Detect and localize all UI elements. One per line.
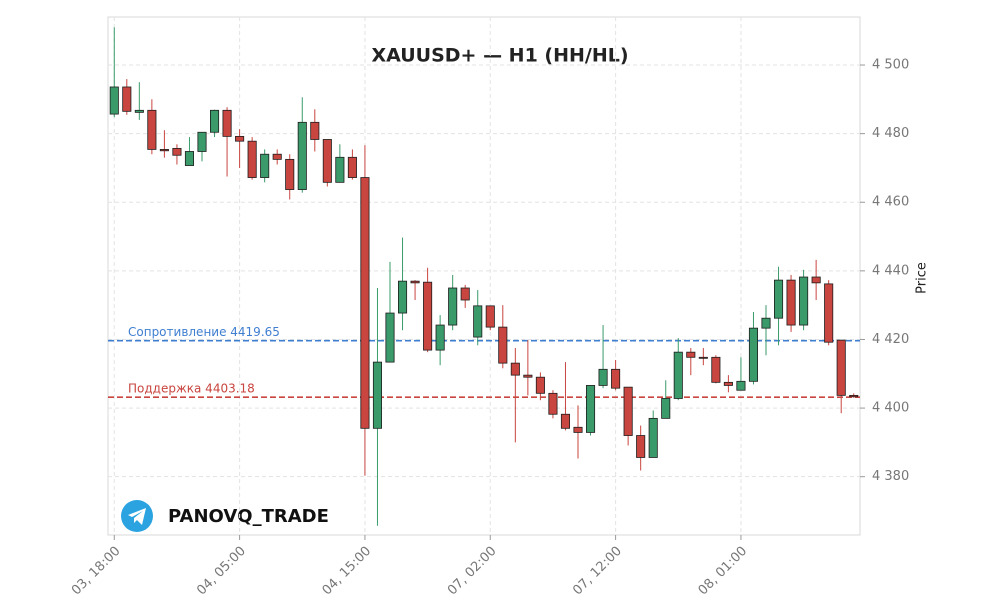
candle-body xyxy=(410,280,420,284)
candle-body xyxy=(473,305,483,338)
candle-body xyxy=(686,351,696,358)
candle-body xyxy=(523,374,533,378)
candle-body xyxy=(636,435,646,458)
candle-body xyxy=(573,426,583,433)
candle-body xyxy=(122,86,132,112)
candle-body xyxy=(611,368,621,389)
candle-body xyxy=(585,385,596,433)
candle-body xyxy=(360,177,370,429)
x-tick-label: 04, 15:00 xyxy=(320,544,375,599)
y-tick-label: 4 500 xyxy=(872,58,909,73)
candle-body xyxy=(372,361,383,429)
grid xyxy=(108,17,860,535)
telegram-plane xyxy=(128,508,146,525)
candle-body xyxy=(560,413,571,429)
candle-body xyxy=(285,158,295,190)
candle-body xyxy=(673,351,683,399)
candle-body xyxy=(723,381,733,386)
candle-body xyxy=(711,356,721,383)
candle-body xyxy=(435,324,445,351)
y-tick-label: 4 480 xyxy=(872,126,909,141)
candle-body xyxy=(535,376,545,394)
candle-body xyxy=(773,279,784,319)
candle-body xyxy=(548,392,558,415)
candle-body xyxy=(147,109,157,150)
candle-body xyxy=(786,279,796,326)
candle-body xyxy=(134,109,144,113)
y-axis-label: Price xyxy=(915,262,930,294)
level-label: Поддержка 4403.18 xyxy=(128,382,255,396)
x-tick-label: 07, 12:00 xyxy=(570,544,625,599)
candle-body xyxy=(485,305,495,328)
candle-body xyxy=(510,362,520,376)
candle-body xyxy=(448,287,458,326)
candle-body xyxy=(648,417,658,458)
candle-body xyxy=(297,121,307,190)
candle-body xyxy=(172,147,182,156)
candle-body xyxy=(698,356,708,359)
candle-body xyxy=(849,394,859,398)
candle-body xyxy=(397,280,408,314)
candle-body xyxy=(748,327,759,382)
candle-body xyxy=(109,86,119,115)
y-tick-label: 4 420 xyxy=(872,332,909,347)
candle-body xyxy=(460,287,470,301)
watermark-text: PANOVQ_TRADE xyxy=(168,506,329,527)
candle-body xyxy=(623,386,633,436)
candle-body xyxy=(322,139,332,183)
x-tick-label: 07, 02:00 xyxy=(445,544,500,599)
candle-body xyxy=(824,283,834,343)
candle-body xyxy=(761,317,771,329)
candle-body xyxy=(235,135,245,142)
candle-body xyxy=(159,149,169,152)
candle-body xyxy=(310,121,320,140)
chart-title: XAUUSD+ — H1 (HH/HL) xyxy=(371,45,628,67)
y-tick-label: 4 400 xyxy=(872,401,909,416)
level-label: Сопротивление 4419.65 xyxy=(128,325,280,339)
candle-body xyxy=(799,276,809,326)
candle-body xyxy=(347,156,357,178)
watermark: PANOVQ_TRADE xyxy=(121,500,329,532)
candle-body xyxy=(260,153,270,178)
candle-body xyxy=(197,131,207,152)
plot-frame xyxy=(107,16,861,536)
candle-body xyxy=(498,326,508,364)
candle-body xyxy=(222,109,232,137)
x-tick-label: 08, 01:00 xyxy=(696,544,751,599)
y-tick-label: 4 380 xyxy=(872,469,909,484)
candle-body xyxy=(209,109,220,133)
candle-body xyxy=(836,339,846,396)
y-tick-label: 4 440 xyxy=(872,263,909,278)
candle-body xyxy=(423,281,433,351)
candle-body xyxy=(736,380,746,391)
candle-body xyxy=(385,312,395,363)
x-tick-label: 04, 05:00 xyxy=(194,544,249,599)
x-tick-label: 03, 18:00 xyxy=(69,544,124,599)
candle-body xyxy=(184,151,195,166)
candle-body xyxy=(811,276,821,284)
candle-body xyxy=(272,153,282,160)
candle-body xyxy=(661,398,671,419)
candle-body xyxy=(335,156,345,183)
y-tick-label: 4 460 xyxy=(872,195,909,210)
candle-body xyxy=(247,140,257,178)
candle-body xyxy=(598,368,608,386)
